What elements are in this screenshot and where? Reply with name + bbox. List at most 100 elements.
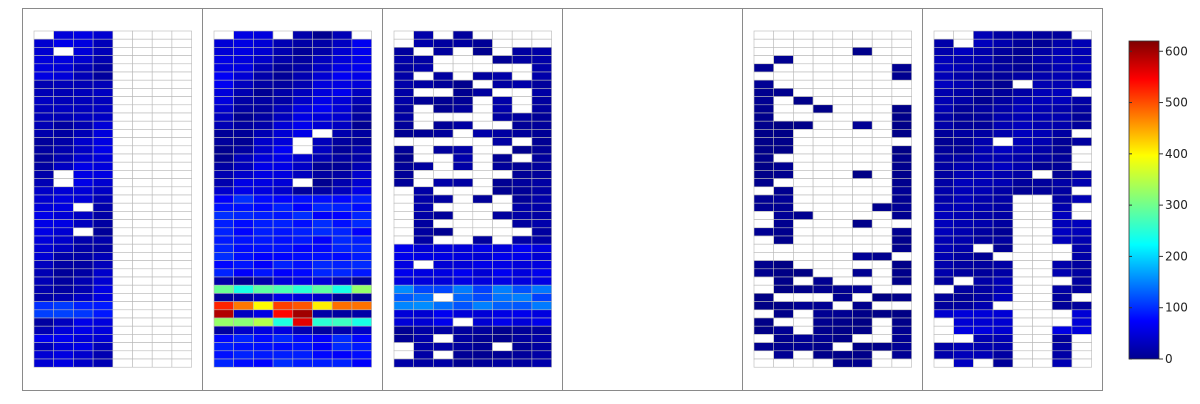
heatmap-cell: [272, 284, 294, 294]
heatmap-cell: [793, 268, 814, 278]
heatmap-cell: [253, 178, 274, 188]
heatmap-cell: [351, 47, 372, 56]
heatmap-cell: [891, 260, 912, 270]
heatmap-cell: [73, 293, 94, 302]
heatmap-cell: [292, 293, 313, 302]
heatmap-cell: [171, 63, 192, 73]
heatmap-cell: [852, 178, 873, 188]
heatmap-cell: [312, 334, 333, 343]
heatmap-cell: [151, 260, 173, 270]
heatmap-cell: [793, 211, 814, 220]
heatmap-cell: [331, 293, 353, 302]
heatmap-cell: [151, 293, 173, 302]
heatmap-cell: [953, 79, 974, 89]
heatmap-cell: [472, 284, 493, 294]
heatmap-cell: [933, 129, 955, 138]
heatmap-cell: [151, 47, 173, 56]
heatmap-cell: [933, 120, 955, 130]
heatmap-cell: [773, 30, 794, 40]
heatmap-cell: [331, 30, 353, 40]
heatmap-cell: [812, 219, 834, 229]
heatmap-cell: [852, 358, 873, 368]
heatmap-cell: [33, 235, 55, 245]
heatmap-cell: [852, 252, 873, 261]
heatmap-cell: [351, 227, 372, 237]
heatmap-cell: [511, 325, 533, 335]
heatmap-cell: [531, 301, 552, 311]
heatmap-cell: [492, 227, 513, 237]
heatmap-cell: [53, 284, 74, 294]
heatmap-cell: [171, 161, 192, 171]
heatmap-cell: [112, 293, 133, 302]
heatmap-cell: [292, 227, 313, 237]
heatmap-cell: [413, 186, 434, 196]
heatmap-cell: [492, 317, 513, 327]
heatmap-cell: [992, 112, 1014, 122]
heatmap-cell: [351, 79, 372, 89]
heatmap-cell: [272, 129, 294, 138]
heatmap-cell: [92, 284, 114, 294]
heatmap-cell: [472, 104, 493, 114]
heatmap-cell: [312, 350, 333, 360]
heatmap-cell: [292, 284, 313, 294]
heatmap-cell: [953, 63, 974, 73]
heatmap-cell: [151, 334, 173, 343]
heatmap-cell: [73, 284, 94, 294]
heatmap-cell: [1032, 96, 1053, 106]
heatmap-cell: [92, 268, 114, 278]
heatmap-cell: [492, 129, 513, 138]
heatmap-cell: [531, 284, 552, 294]
heatmap-cell: [891, 202, 912, 212]
heatmap-cell: [171, 227, 192, 237]
heatmap-cell: [151, 284, 173, 294]
heatmap-cell: [1012, 235, 1033, 245]
heatmap-cell: [331, 211, 353, 220]
heatmap-cell: [1032, 227, 1053, 237]
heatmap-cell: [312, 194, 333, 204]
heatmap-cell: [511, 178, 533, 188]
heatmap-cell: [973, 186, 994, 196]
heatmap-cell: [33, 63, 55, 73]
heatmap-cell: [33, 202, 55, 212]
colorbar-tick-label: 300: [1165, 198, 1188, 212]
heatmap-panel-2: [202, 8, 383, 391]
heatmap-cell: [1032, 170, 1053, 179]
heatmap-cell: [73, 219, 94, 229]
heatmap-cell: [773, 252, 794, 261]
heatmap-cell: [1012, 104, 1033, 114]
heatmap-cell: [1071, 71, 1092, 81]
heatmap-cell: [53, 153, 74, 163]
heatmap-cell: [871, 284, 893, 294]
heatmap-cell: [1012, 260, 1033, 270]
heatmap-cell: [973, 293, 994, 302]
heatmap-cell: [312, 342, 333, 352]
heatmap-cell: [233, 88, 254, 97]
heatmap-cell: [452, 71, 474, 81]
heatmap-cell: [871, 194, 893, 204]
heatmap-cell: [331, 235, 353, 245]
heatmap-cell: [272, 145, 294, 155]
heatmap-cell: [871, 227, 893, 237]
heatmap-cell: [531, 309, 552, 319]
heatmap-cell: [1051, 96, 1073, 106]
heatmap-cell: [112, 334, 133, 343]
heatmap-cell: [213, 112, 235, 122]
heatmap-cell: [812, 161, 834, 171]
heatmap-cell: [413, 260, 434, 270]
heatmap-cell: [953, 301, 974, 311]
heatmap-cell: [53, 252, 74, 261]
heatmap-cell: [433, 194, 454, 204]
heatmap-cell: [472, 186, 493, 196]
heatmap-cell: [132, 30, 153, 40]
heatmap-cell: [891, 227, 912, 237]
heatmap-cell: [92, 88, 114, 97]
heatmap-cell: [253, 227, 274, 237]
heatmap-cell: [891, 137, 912, 147]
heatmap-cell: [73, 63, 94, 73]
heatmap-cell: [92, 137, 114, 147]
heatmap-cell: [253, 137, 274, 147]
heatmap-cell: [331, 153, 353, 163]
heatmap-cell: [973, 211, 994, 220]
heatmap-cell: [213, 235, 235, 245]
heatmap-cell: [992, 38, 1014, 48]
